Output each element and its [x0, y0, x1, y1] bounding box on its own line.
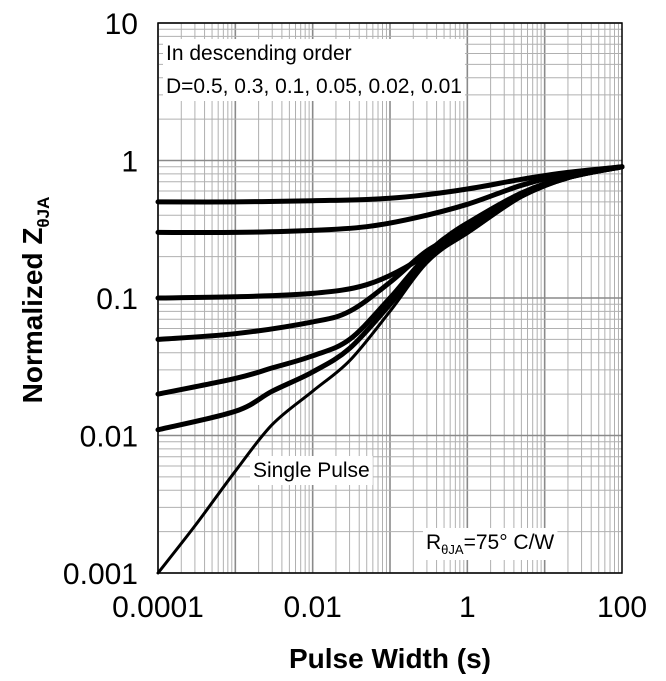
single-pulse-background: [250, 456, 373, 485]
y-tick-label: 0.001: [63, 558, 138, 591]
x-tick-label: 1: [459, 591, 476, 624]
r-prefix: R: [426, 531, 441, 554]
y-tick-label: 0.1: [96, 283, 138, 316]
annotation-order-line1: In descending order: [166, 42, 352, 65]
y-axis-title-prefix: Normalized Z: [17, 228, 48, 404]
x-tick-label: 0.01: [283, 591, 341, 624]
r-subscript: θJA: [441, 542, 464, 557]
plot-frame: [157, 22, 623, 574]
annotation-order-line2: D=0.5, 0.3, 0.1, 0.05, 0.02, 0.01: [166, 75, 462, 98]
annotation-single-pulse: Single Pulse: [253, 459, 370, 482]
y-tick-label: 1: [121, 146, 138, 179]
y-axis-title-subscript: θJA: [34, 197, 53, 228]
series-group: [155, 164, 625, 575]
x-tick-label: 100: [597, 591, 647, 624]
x-axis-title: Pulse Width (s): [289, 643, 491, 674]
r-theta-background: [423, 528, 558, 560]
x-tick-label: 0.0001: [112, 591, 204, 624]
y-tick-label: 10: [105, 8, 138, 41]
series-line-single-pulse: [156, 165, 624, 575]
annotation-background: [163, 39, 465, 101]
tick-labels: 0.0001 0.01 1 100 0.001 0.01 0.1 1 10: [63, 8, 647, 624]
annotation-r-theta-ja: RθJA=75° C/W: [426, 531, 554, 557]
series-line-d-0-5: [155, 164, 625, 205]
series-line-d-0-3: [155, 164, 625, 236]
y-tick-label: 0.01: [80, 421, 138, 454]
y-axis-title: Normalized ZθJA: [17, 197, 53, 404]
r-suffix: =75° C/W: [464, 531, 555, 554]
